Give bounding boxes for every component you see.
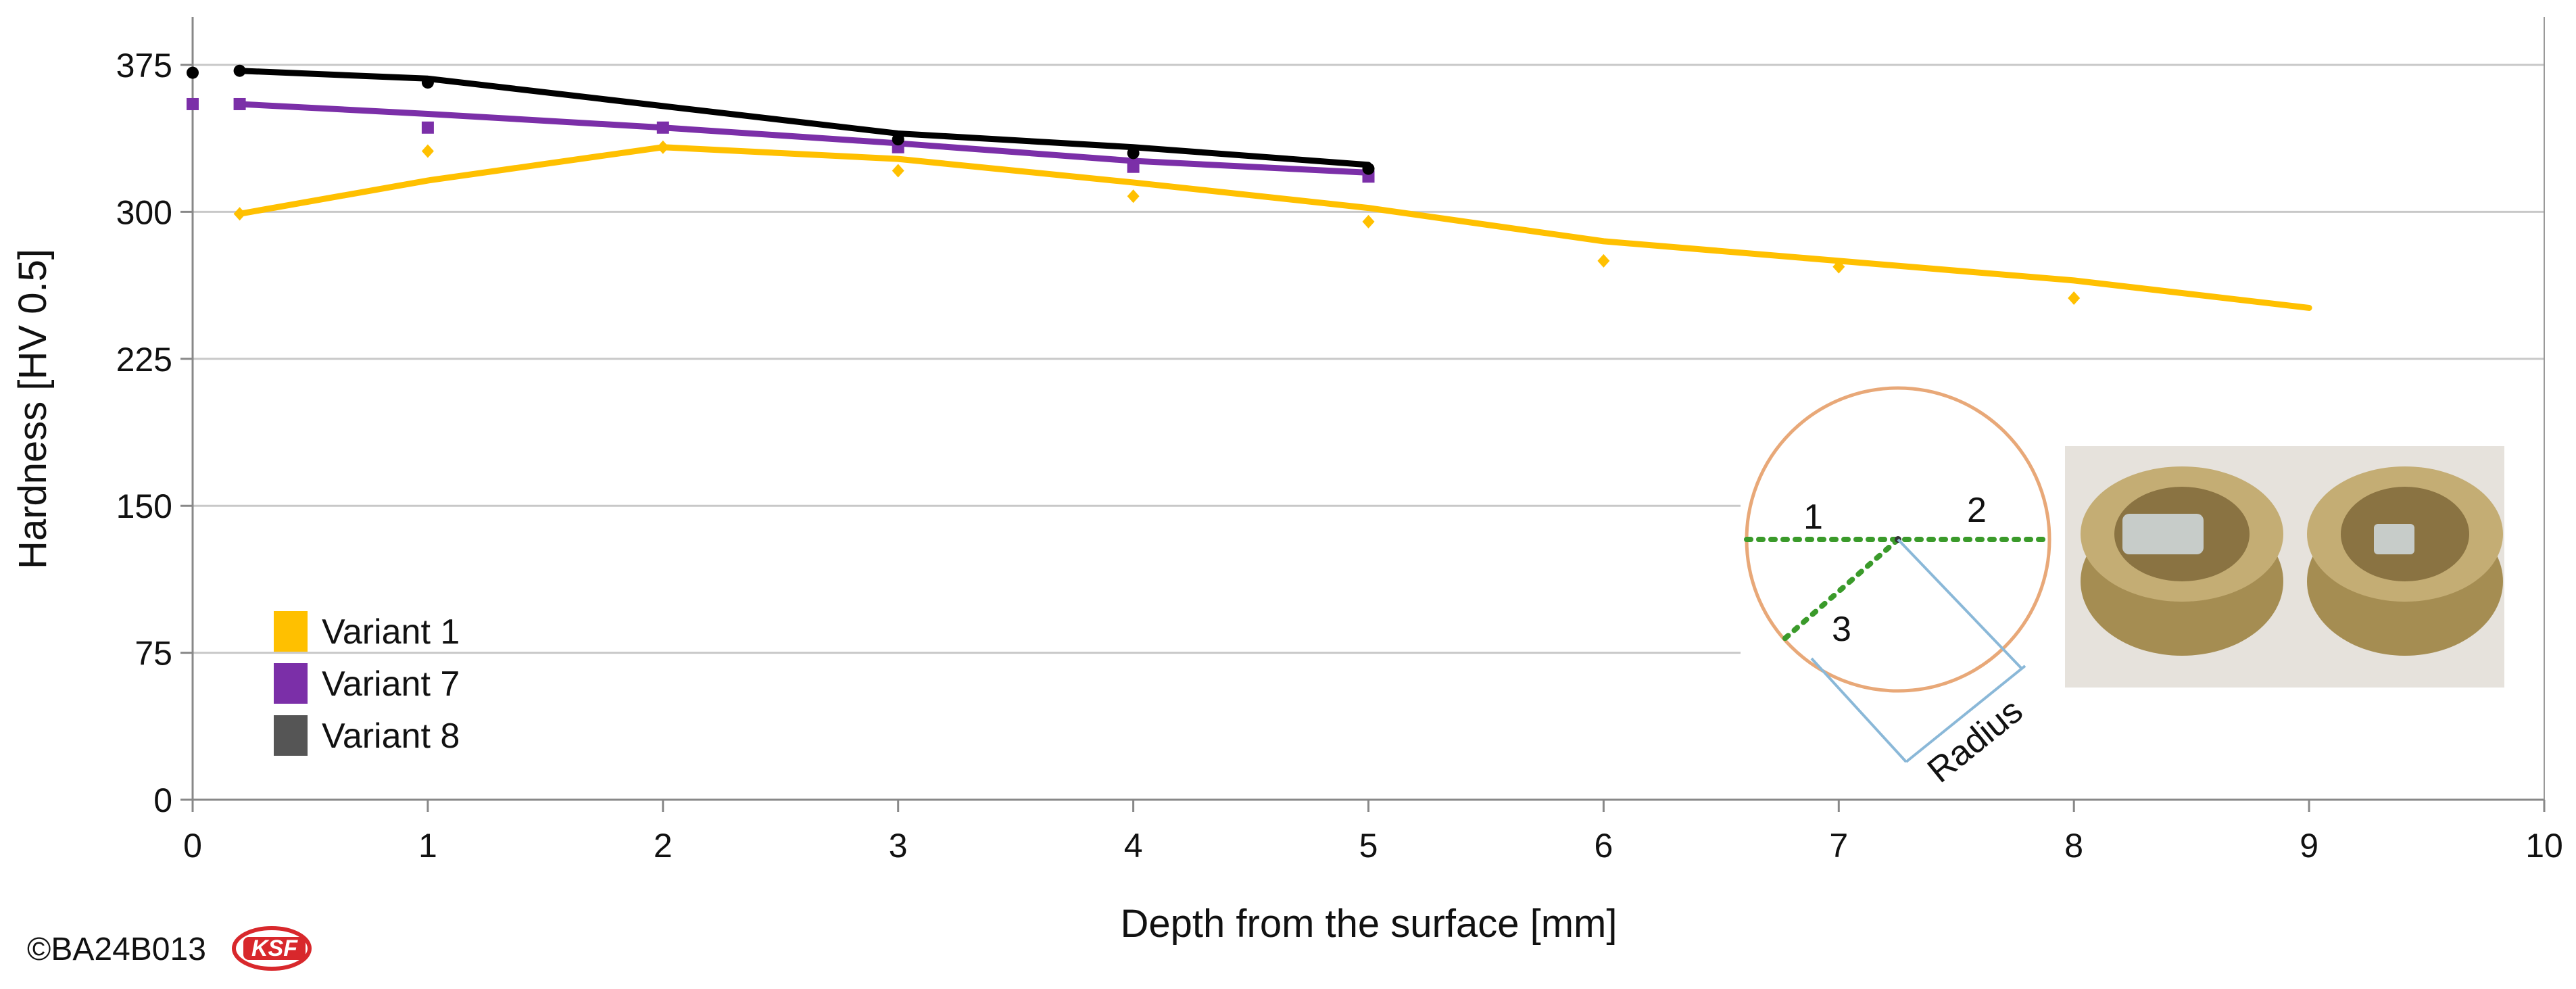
legend-swatch-variant-7 (274, 663, 308, 704)
data-point-variant-8 (1362, 162, 1375, 175)
x-tick-label-4: 4 (1124, 827, 1143, 865)
legend-label-variant-7: Variant 7 (322, 665, 460, 704)
y-tick-labels: 0 75 150 225 300 375 (116, 47, 172, 819)
radius-line (1897, 538, 2022, 669)
data-point-variant-1 (1832, 260, 1845, 274)
data-point-variant-8 (1127, 147, 1140, 160)
x-tick-label-3: 3 (889, 827, 908, 865)
data-point-variant-1 (656, 140, 669, 154)
data-point-variant-1 (1362, 214, 1375, 228)
legend: Variant 1 Variant 7 Variant 8 (274, 611, 460, 756)
ksf-logo-box (243, 937, 306, 960)
x-tick-label-10: 10 (2525, 827, 2563, 865)
data-point-variant-1 (1597, 254, 1610, 268)
x-tick-label-1: 1 (418, 827, 437, 865)
data-point-variant-1 (1127, 189, 1140, 203)
data-point-variant-1 (233, 207, 246, 221)
data-point-variant-8 (421, 76, 434, 89)
label-position-1: 1 (1803, 498, 1823, 537)
data-point-variant-1 (2068, 291, 2081, 305)
x-tick-label-6: 6 (1594, 827, 1613, 865)
y-tick-label-150: 150 (116, 487, 172, 525)
dimension-line (1810, 657, 1907, 763)
legend-swatch-variant-8 (274, 715, 308, 756)
legend-label-variant-8: Variant 8 (322, 717, 460, 756)
ksf-logo: KSF (232, 926, 312, 971)
specimen-left-sample (2122, 514, 2204, 554)
specimen-photo (2065, 446, 2504, 688)
legend-swatch-variant-1 (274, 611, 308, 652)
label-position-3: 3 (1832, 610, 1851, 649)
label-position-2: 2 (1967, 491, 1987, 530)
data-point-variant-7 (1127, 160, 1140, 173)
data-point-variant-1 (892, 164, 904, 178)
x-tick-label-5: 5 (1359, 827, 1378, 865)
dimension-line-2 (1905, 665, 2026, 763)
x-tick-label-9: 9 (2300, 827, 2318, 865)
data-point-variant-8 (233, 64, 246, 77)
y-tick-label-225: 225 (116, 341, 172, 379)
x-axis-title: Depth from the surface [mm] (1121, 902, 1618, 946)
copyright-text: ©BA24B013 (27, 932, 206, 967)
specimen-right-sample (2374, 524, 2414, 554)
y-tick-label-0: 0 (153, 781, 172, 819)
cross-section-diagram: 1 2 3 Radius (1741, 385, 2058, 794)
measurement-line-3 (1782, 537, 1901, 642)
series-line-variant-1 (237, 144, 2312, 311)
ksf-logo-text: KSF (251, 936, 298, 961)
series-line-variant-7 (237, 101, 1371, 176)
y-tick-label-300: 300 (116, 193, 172, 231)
diagram-background (1741, 385, 2058, 794)
y-tick-label-75: 75 (135, 635, 172, 673)
data-point-variant-8 (892, 133, 904, 146)
x-tick-label-7: 7 (1829, 827, 1848, 865)
x-tick-label-8: 8 (2064, 827, 2083, 865)
data-point-variant-7 (421, 121, 434, 134)
data-point-variant-7 (656, 121, 669, 134)
data-point-variant-1 (421, 144, 434, 158)
x-tick-label-0: 0 (183, 827, 202, 865)
series-line-variant-8 (237, 68, 1371, 168)
data-point-variant-7 (187, 97, 199, 110)
x-tick-label-2: 2 (654, 827, 673, 865)
y-axis-title: Hardness [HV 0.5] (11, 249, 55, 569)
x-tick-labels: 0 1 2 3 4 5 6 7 8 9 10 (183, 827, 2563, 865)
ksf-logo-swoosh (232, 926, 312, 971)
legend-label-variant-1: Variant 1 (322, 612, 460, 652)
y-tick-label-375: 375 (116, 47, 172, 85)
data-point-variant-8 (187, 66, 199, 79)
grid-lines (180, 64, 2546, 812)
data-point-variant-7 (233, 97, 246, 110)
series-group (187, 64, 2312, 311)
